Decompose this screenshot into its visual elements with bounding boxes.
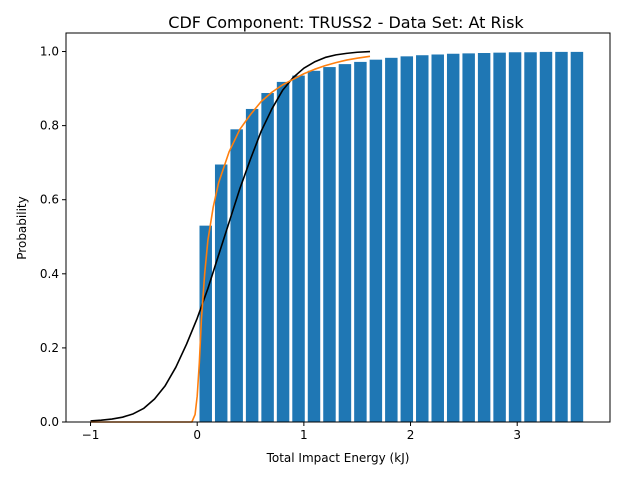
x-axis: −1 0 1 2 3 — [82, 422, 521, 442]
y-tick-label: 0.2 — [40, 341, 59, 355]
y-tick-label: 0.0 — [40, 415, 59, 429]
cdf-bar — [292, 75, 305, 422]
cdf-bar — [539, 51, 553, 422]
y-tick-label: 0.4 — [40, 267, 59, 281]
y-tick-label: 1.0 — [40, 45, 59, 59]
cdf-bar — [477, 53, 491, 422]
cdf-bar — [369, 59, 383, 423]
y-tick-label: 0.8 — [40, 119, 59, 133]
x-tick-label: 1 — [300, 428, 308, 442]
cdf-bar — [307, 70, 321, 422]
cdf-bar — [446, 53, 460, 422]
y-axis: 0.0 0.2 0.4 0.6 0.8 1.0 — [40, 45, 66, 429]
cdf-bar — [431, 54, 444, 423]
fitted-cdf-line-orange — [90, 55, 371, 423]
cdf-bar — [323, 67, 336, 422]
cdf-bar — [555, 51, 568, 422]
cdf-bar — [338, 64, 352, 423]
cdf-bar — [416, 55, 429, 422]
cdf-bar — [199, 225, 212, 422]
cdf-bar — [245, 108, 259, 422]
cdf-bar — [261, 93, 274, 423]
cdf-bar — [570, 51, 584, 422]
fitted-cdf-line-black — [90, 50, 371, 422]
cdf-bar — [462, 53, 475, 422]
cdf-bar — [508, 52, 522, 422]
cdf-bar — [230, 129, 243, 422]
x-tick-label: −1 — [82, 428, 100, 442]
x-tick-label: 0 — [193, 428, 201, 442]
cdf-bar — [385, 57, 398, 422]
x-tick-label: 3 — [513, 428, 521, 442]
cdf-bar — [354, 61, 367, 423]
cdf-bar — [276, 81, 290, 423]
y-tick-label: 0.6 — [40, 193, 59, 207]
cdf-bar — [400, 56, 414, 423]
cdf-bar — [524, 52, 537, 422]
cdf-bar — [214, 164, 228, 422]
plot-frame — [65, 32, 611, 423]
plot-area — [90, 50, 584, 423]
cdf-bar — [493, 52, 506, 422]
chart-title: CDF Component: TRUSS2 - Data Set: At Ris… — [168, 13, 524, 32]
x-tick-label: 2 — [407, 428, 415, 442]
y-axis-label: Probability — [15, 196, 29, 259]
x-axis-label: Total Impact Energy (kJ) — [266, 451, 410, 465]
